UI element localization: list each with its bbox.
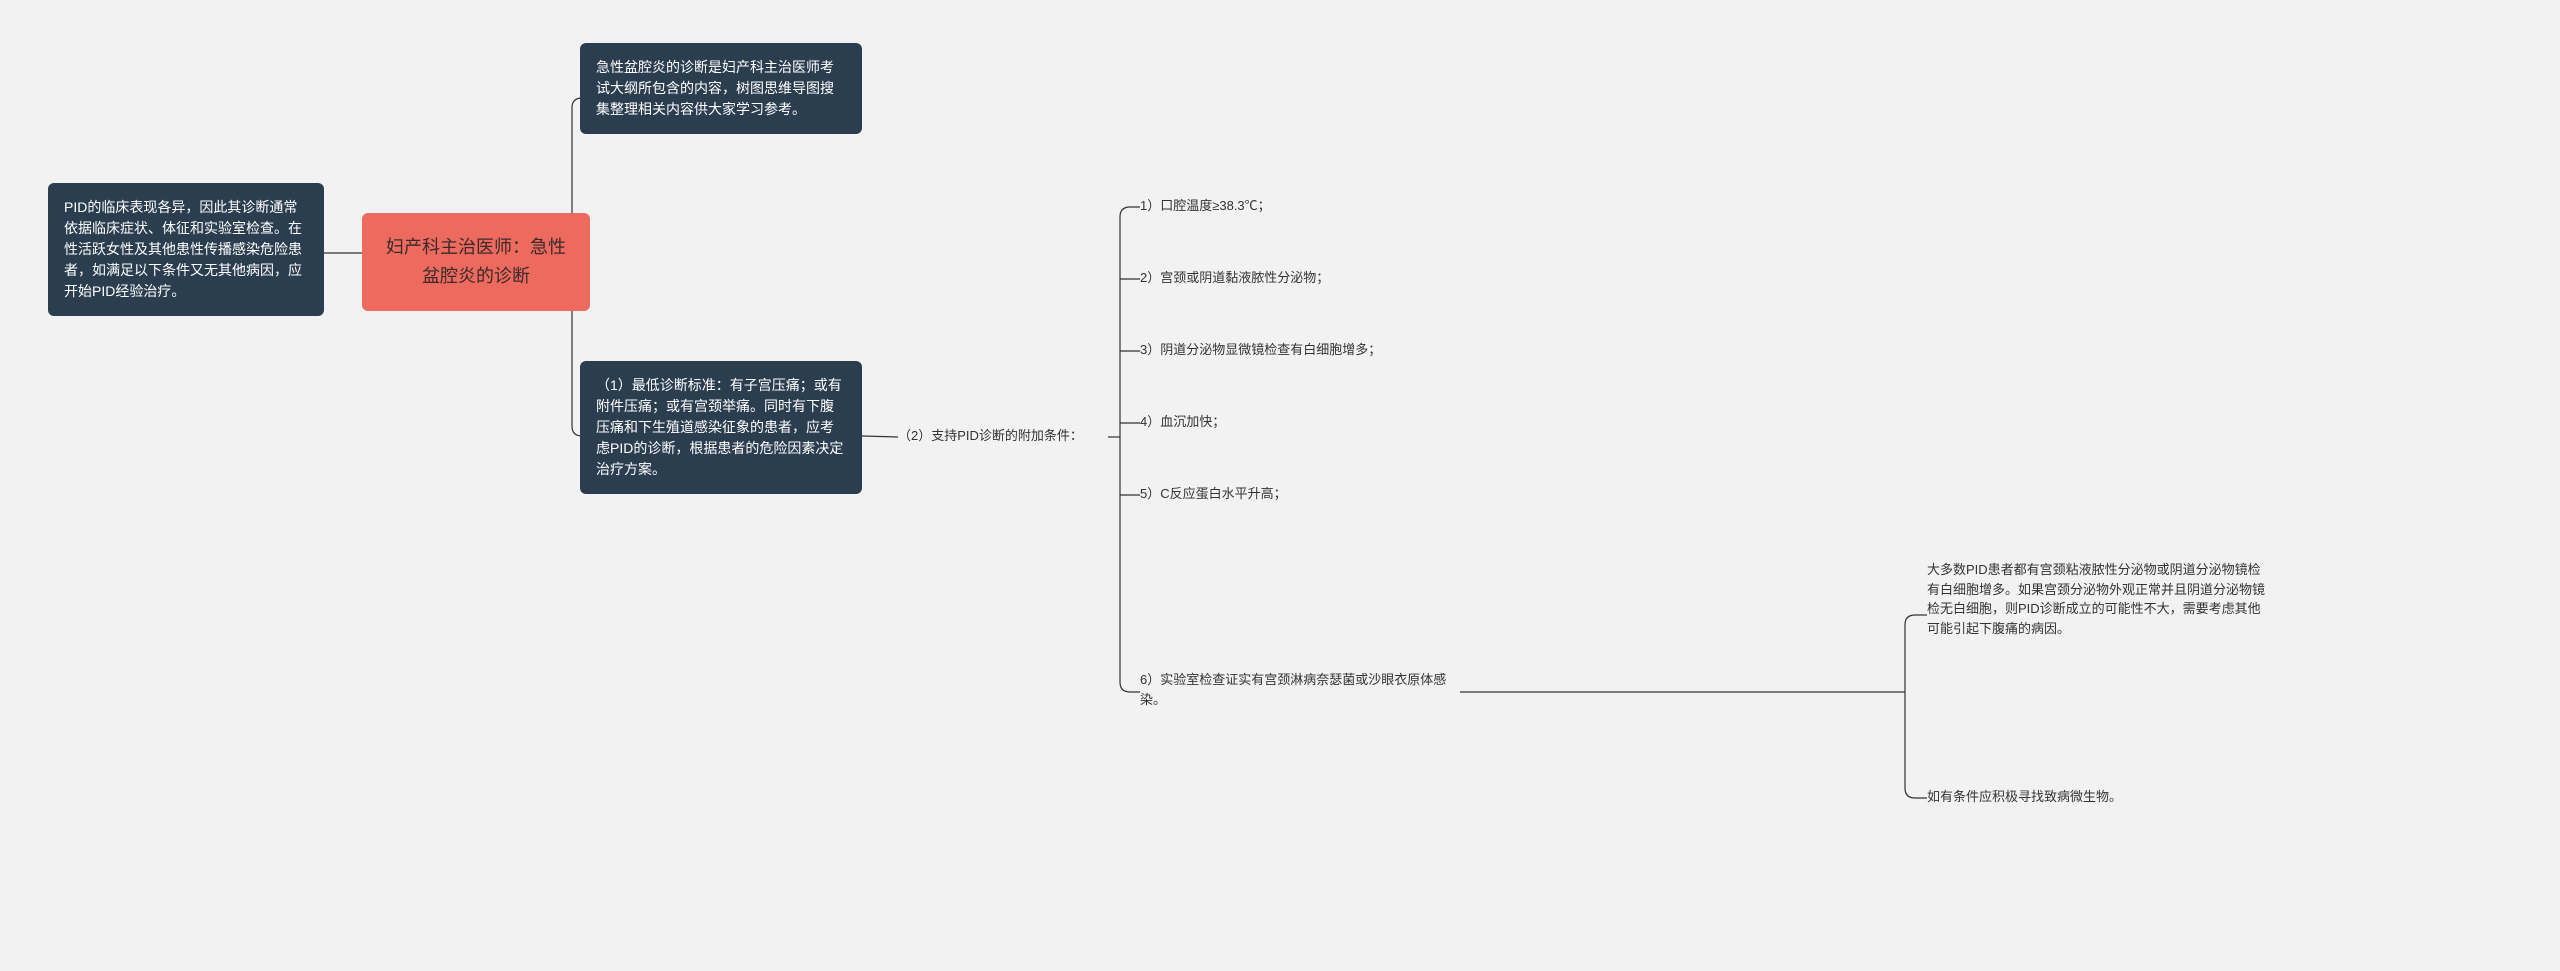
node-leaf-4-text: 4）血沉加快； [1140,414,1225,429]
node-left-intro-text: PID的临床表现各异，因此其诊断通常依据临床症状、体征和实验室检查。在性活跃女性… [64,199,302,299]
node-mid-child: （1）最低诊断标准：有子宫压痛；或有附件压痛；或有宫颈举痛。同时有下腹压痛和下生… [580,361,862,494]
node-leaf-1: 1）口腔温度≥38.3℃； [1140,196,1400,216]
node-leaf-2: 2）宫颈或阴道黏液脓性分泌物； [1140,268,1400,288]
node-leaf-5-text: 5）C反应蛋白水平升高； [1140,486,1287,501]
node-left-intro: PID的临床表现各异，因此其诊断通常依据临床症状、体征和实验室检查。在性活跃女性… [48,183,324,316]
node-leaf-3: 3）阴道分泌物显微镜检查有白细胞增多； [1140,340,1460,360]
node-top-child: 急性盆腔炎的诊断是妇产科主治医师考试大纲所包含的内容，树图思维导图搜集整理相关内… [580,43,862,134]
node-leaf-6: 6）实验室检查证实有宫颈淋病奈瑟菌或沙眼衣原体感染。 [1140,670,1460,709]
node-leaf-4: 4）血沉加快； [1140,412,1400,432]
node-subhead: （2）支持PID诊断的附加条件： [898,426,1108,446]
node-leaf-2-text: 2）宫颈或阴道黏液脓性分泌物； [1140,270,1329,285]
node-subhead-text: （2）支持PID诊断的附加条件： [898,428,1083,443]
node-leaf-6b-text: 如有条件应积极寻找致病微生物。 [1927,789,2122,804]
node-leaf-5: 5）C反应蛋白水平升高； [1140,484,1400,504]
node-leaf-3-text: 3）阴道分泌物显微镜检查有白细胞增多； [1140,342,1381,357]
node-top-child-text: 急性盆腔炎的诊断是妇产科主治医师考试大纲所包含的内容，树图思维导图搜集整理相关内… [596,59,834,117]
node-leaf-6b: 如有条件应积极寻找致病微生物。 [1927,787,2267,807]
node-root-text: 妇产科主治医师：急性盆腔炎的诊断 [386,237,566,286]
node-leaf-6a-text: 大多数PID患者都有宫颈粘液脓性分泌物或阴道分泌物镜检有白细胞增多。如果宫颈分泌… [1927,562,2265,636]
node-leaf-1-text: 1）口腔温度≥38.3℃； [1140,198,1271,213]
node-mid-child-text: （1）最低诊断标准：有子宫压痛；或有附件压痛；或有宫颈举痛。同时有下腹压痛和下生… [596,377,843,477]
node-root[interactable]: 妇产科主治医师：急性盆腔炎的诊断 [362,213,590,311]
node-leaf-6a: 大多数PID患者都有宫颈粘液脓性分泌物或阴道分泌物镜检有白细胞增多。如果宫颈分泌… [1927,560,2267,638]
node-leaf-6-text: 6）实验室检查证实有宫颈淋病奈瑟菌或沙眼衣原体感染。 [1140,672,1446,707]
